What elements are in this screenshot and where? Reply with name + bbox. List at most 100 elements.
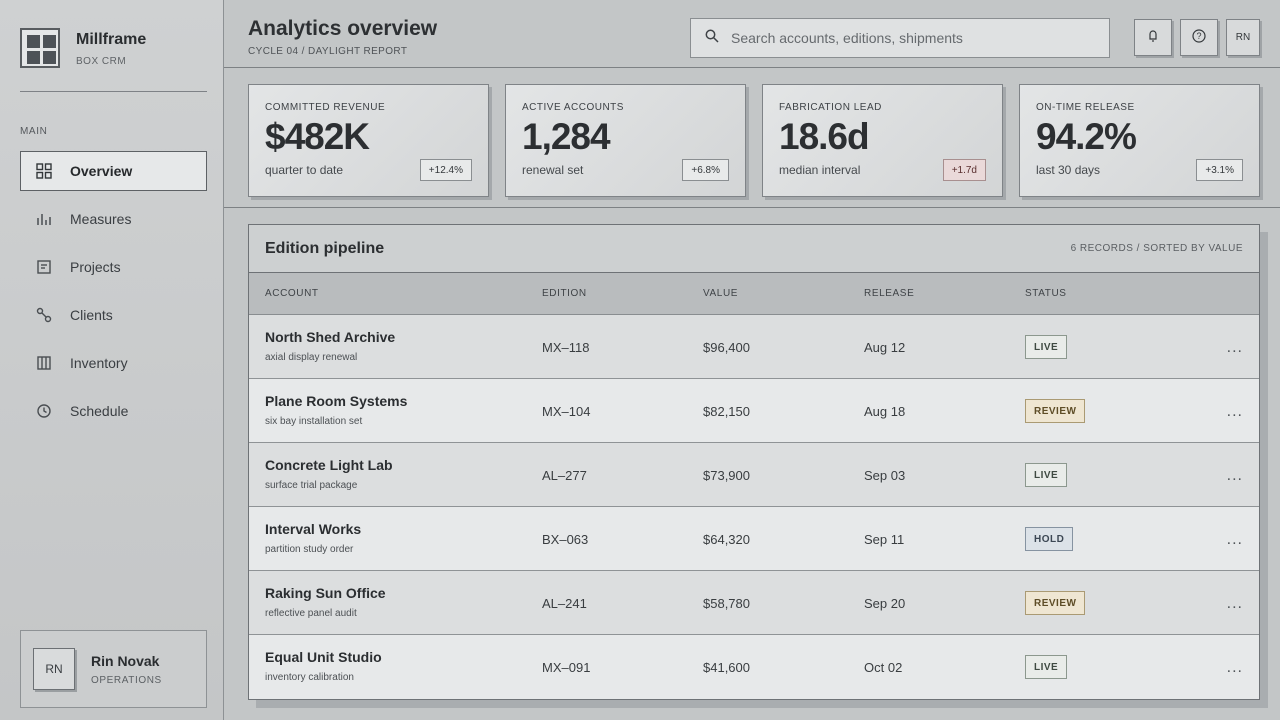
account-description: axial display renewal bbox=[265, 352, 358, 363]
account-name: Plane Room Systems bbox=[265, 393, 408, 409]
sidebar-item-label: Overview bbox=[70, 163, 133, 179]
sidebar-item-inventory[interactable]: Inventory bbox=[20, 343, 207, 383]
edition-cell: AL–241 bbox=[542, 596, 587, 611]
more-options-icon[interactable]: ... bbox=[1226, 531, 1243, 548]
table-body: North Shed Archive axial display renewal… bbox=[249, 315, 1259, 699]
avatar: RN bbox=[33, 648, 75, 690]
table-row[interactable]: Interval Works partition study order BX–… bbox=[249, 507, 1259, 571]
bars-icon bbox=[35, 210, 53, 228]
status-badge: LIVE bbox=[1025, 463, 1068, 487]
release-cell: Sep 20 bbox=[864, 596, 906, 611]
sidebar-nav: Overview Measures Projects Clients Inven… bbox=[20, 151, 207, 439]
account-description: surface trial package bbox=[265, 480, 358, 491]
release-cell: Aug 18 bbox=[864, 404, 906, 419]
brand[interactable]: Millframe BOX CRM bbox=[20, 28, 146, 68]
brand-logo-icon bbox=[20, 28, 60, 68]
sidebar-item-label: Clients bbox=[70, 307, 113, 323]
more-options-icon[interactable]: ... bbox=[1226, 339, 1243, 356]
panel-meta: 6 RECORDS / SORTED BY VALUE bbox=[1070, 243, 1243, 254]
value-cell: $96,400 bbox=[703, 340, 750, 355]
column-header-account[interactable]: ACCOUNT bbox=[265, 288, 319, 299]
clock-icon bbox=[35, 402, 53, 420]
edition-cell: BX–063 bbox=[542, 532, 589, 547]
brand-subtitle: BOX CRM bbox=[76, 56, 127, 67]
search-icon bbox=[705, 29, 719, 48]
link-icon bbox=[35, 306, 53, 324]
more-options-icon[interactable]: ... bbox=[1226, 595, 1243, 612]
kpi-card-accounts[interactable]: ACTIVE ACCOUNTS 1,284 renewal set +6.8% bbox=[505, 84, 746, 197]
bell-icon bbox=[1147, 29, 1159, 46]
search-input[interactable] bbox=[731, 30, 1091, 46]
table-row[interactable]: North Shed Archive axial display renewal… bbox=[249, 315, 1259, 379]
more-options-icon[interactable]: ... bbox=[1226, 467, 1243, 484]
sidebar-item-label: Projects bbox=[70, 259, 121, 275]
kpi-label: COMMITTED REVENUE bbox=[265, 102, 386, 113]
user-card[interactable]: RN Rin Novak OPERATIONS bbox=[20, 630, 207, 708]
column-header-value[interactable]: VALUE bbox=[703, 288, 739, 299]
table-row[interactable]: Plane Room Systems six bay installation … bbox=[249, 379, 1259, 443]
column-header-edition[interactable]: EDITION bbox=[542, 288, 587, 299]
edition-cell: MX–091 bbox=[542, 660, 591, 675]
notifications-button[interactable] bbox=[1134, 19, 1172, 56]
grid-icon bbox=[35, 162, 53, 180]
kpi-card-ontime[interactable]: ON-TIME RELEASE 94.2% last 30 days +3.1% bbox=[1019, 84, 1260, 197]
kpi-note: renewal set bbox=[522, 163, 584, 177]
svg-text:?: ? bbox=[1196, 31, 1201, 41]
table-row[interactable]: Concrete Light Lab surface trial package… bbox=[249, 443, 1259, 507]
top-header: Analytics overview CYCLE 04 / DAYLIGHT R… bbox=[224, 0, 1280, 68]
release-cell: Sep 11 bbox=[864, 532, 905, 547]
release-cell: Oct 02 bbox=[864, 660, 903, 675]
kpi-row: COMMITTED REVENUE $482K quarter to date … bbox=[224, 68, 1280, 208]
help-button[interactable]: ? bbox=[1180, 19, 1218, 56]
table-row[interactable]: Equal Unit Studio inventory calibration … bbox=[249, 635, 1259, 699]
kpi-card-revenue[interactable]: COMMITTED REVENUE $482K quarter to date … bbox=[248, 84, 489, 197]
status-badge: LIVE bbox=[1025, 335, 1068, 359]
sidebar-item-schedule[interactable]: Schedule bbox=[20, 391, 207, 431]
status-badge: REVIEW bbox=[1025, 399, 1086, 423]
kpi-label: FABRICATION LEAD bbox=[779, 102, 882, 113]
user-role: OPERATIONS bbox=[91, 674, 162, 686]
status-badge: LIVE bbox=[1025, 655, 1068, 679]
kpi-note: median interval bbox=[779, 163, 861, 177]
page-subtitle: CYCLE 04 / DAYLIGHT REPORT bbox=[248, 46, 408, 57]
sidebar-item-clients[interactable]: Clients bbox=[20, 295, 207, 335]
more-options-icon[interactable]: ... bbox=[1226, 659, 1243, 676]
panel-header: Edition pipeline 6 RECORDS / SORTED BY V… bbox=[249, 225, 1259, 273]
sidebar-item-overview[interactable]: Overview bbox=[20, 151, 207, 191]
kpi-value: $482K bbox=[265, 116, 370, 157]
search-bar[interactable] bbox=[690, 18, 1110, 58]
release-cell: Sep 03 bbox=[864, 468, 906, 483]
kpi-label: ACTIVE ACCOUNTS bbox=[522, 102, 624, 113]
value-cell: $58,780 bbox=[703, 596, 750, 611]
account-description: reflective panel audit bbox=[265, 608, 357, 619]
status-badge: HOLD bbox=[1025, 527, 1074, 551]
column-header-status[interactable]: STATUS bbox=[1025, 288, 1067, 299]
sidebar-divider bbox=[20, 91, 207, 92]
value-cell: $82,150 bbox=[703, 404, 750, 419]
sidebar-item-label: Schedule bbox=[70, 403, 129, 419]
kpi-delta-badge: +3.1% bbox=[1196, 159, 1243, 181]
kpi-delta-badge: +12.4% bbox=[419, 159, 472, 181]
edition-cell: MX–118 bbox=[542, 340, 590, 355]
account-name: North Shed Archive bbox=[265, 329, 396, 345]
profile-button[interactable]: RN bbox=[1226, 19, 1260, 56]
kpi-value: 94.2% bbox=[1036, 116, 1137, 157]
value-cell: $64,320 bbox=[703, 532, 750, 547]
sidebar-item-projects[interactable]: Projects bbox=[20, 247, 207, 287]
page-title: Analytics overview bbox=[248, 17, 438, 40]
account-name: Raking Sun Office bbox=[265, 585, 386, 601]
edition-cell: AL–277 bbox=[542, 468, 587, 483]
more-options-icon[interactable]: ... bbox=[1226, 403, 1243, 420]
column-header-release[interactable]: RELEASE bbox=[864, 288, 915, 299]
nav-section-label: MAIN bbox=[20, 126, 48, 137]
release-cell: Aug 12 bbox=[864, 340, 906, 355]
document-icon bbox=[35, 258, 53, 276]
sidebar-item-label: Measures bbox=[70, 211, 132, 227]
value-cell: $73,900 bbox=[703, 468, 750, 483]
table-row[interactable]: Raking Sun Office reflective panel audit… bbox=[249, 571, 1259, 635]
kpi-card-lead[interactable]: FABRICATION LEAD 18.6d median interval +… bbox=[762, 84, 1003, 197]
kpi-label: ON-TIME RELEASE bbox=[1036, 102, 1135, 113]
sidebar-item-measures[interactable]: Measures bbox=[20, 199, 207, 239]
panel-title: Edition pipeline bbox=[265, 239, 385, 257]
edition-cell: MX–104 bbox=[542, 404, 591, 419]
